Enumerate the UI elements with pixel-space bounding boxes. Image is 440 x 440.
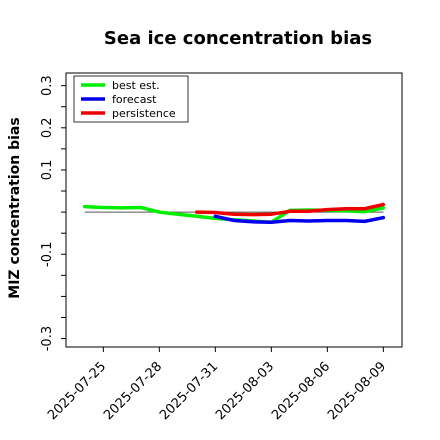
- y-axis: 0.3 0.2 0.1 -0.1 -0.3: [40, 75, 66, 351]
- y-tick-label: -0.1: [40, 242, 55, 267]
- x-tick-label: 2025-08-09: [325, 359, 389, 423]
- series-line-forecast: [213, 214, 386, 224]
- x-axis: 2025-07-252025-07-282025-07-312025-08-03…: [45, 347, 389, 423]
- x-tick-label: 2025-08-03: [213, 359, 277, 423]
- y-tick-label: 0.3: [40, 75, 55, 96]
- plot-area: [65, 72, 403, 348]
- x-tick-label: 2025-07-25: [45, 359, 109, 423]
- legend-label: forecast: [112, 93, 157, 106]
- x-tick-label: 2025-07-28: [101, 359, 165, 423]
- chart-title: Sea ice concentration bias: [104, 28, 372, 49]
- y-tick-label: 0.2: [40, 117, 55, 138]
- legend-label: best est.: [112, 79, 160, 92]
- series-layer: [82, 202, 386, 224]
- x-tick-label: 2025-07-31: [157, 359, 221, 423]
- legend-label: persistence: [112, 107, 176, 120]
- y-tick-label: 0.1: [40, 160, 55, 181]
- y-axis-label: MIZ concentration bias: [7, 117, 23, 298]
- series-line-persistence: [194, 202, 386, 217]
- x-tick-label: 2025-08-06: [269, 359, 333, 423]
- y-tick-label: -0.3: [40, 326, 55, 351]
